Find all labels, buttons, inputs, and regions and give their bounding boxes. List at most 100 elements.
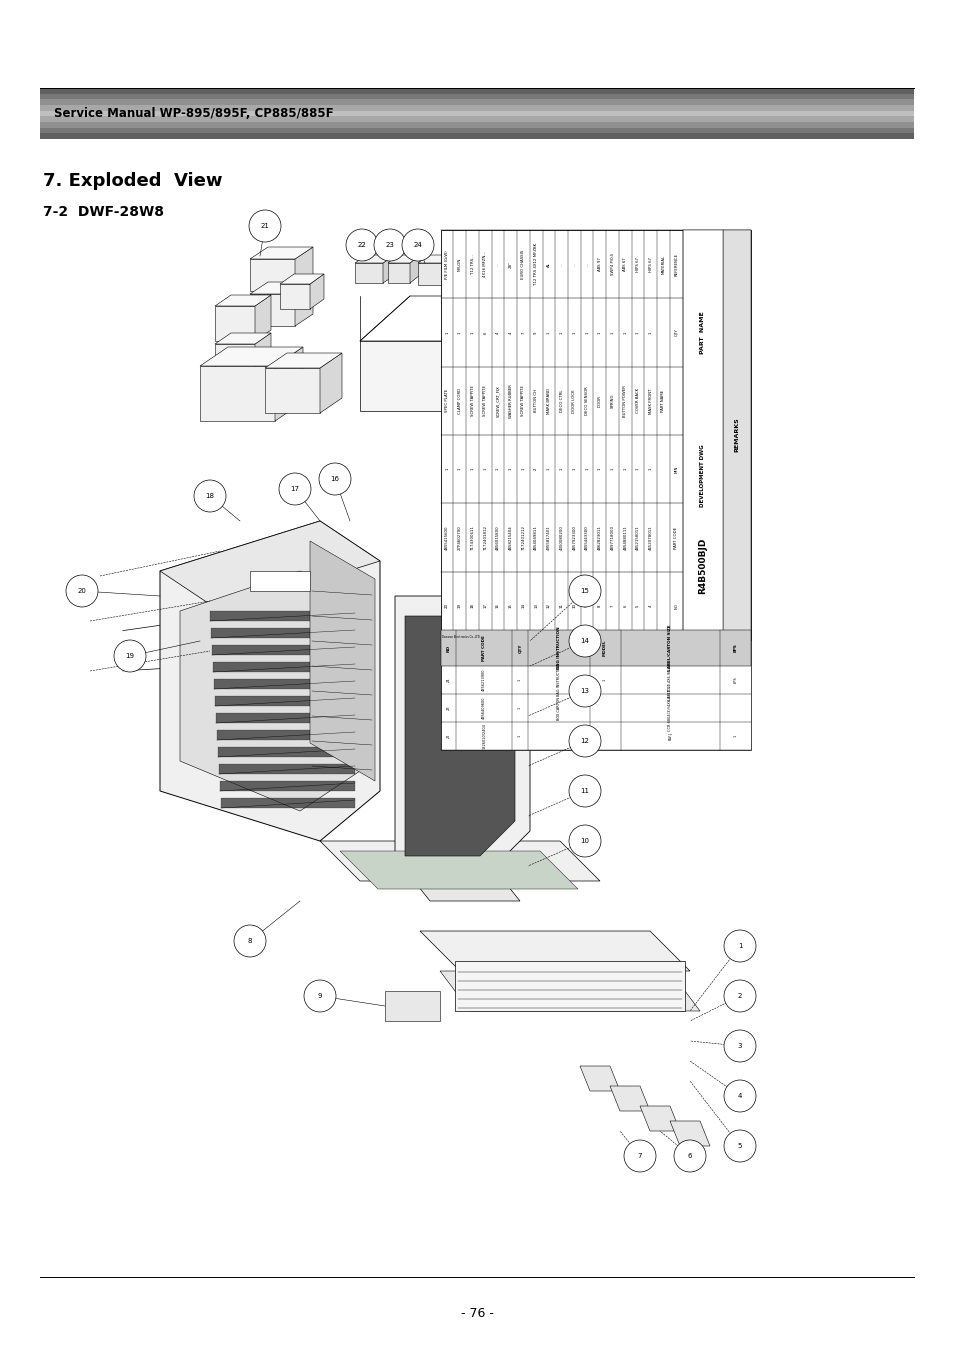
Text: 4855415600: 4855415600 <box>445 526 449 550</box>
Polygon shape <box>250 571 310 590</box>
Polygon shape <box>250 282 313 295</box>
Text: QTY: QTY <box>517 643 521 653</box>
Polygon shape <box>359 296 519 340</box>
Bar <box>440 630 750 666</box>
Text: 1: 1 <box>559 331 563 334</box>
Text: 7-2  DWF-28W8: 7-2 DWF-28W8 <box>43 205 164 219</box>
Text: P/E FILM (G/W): P/E FILM (G/W) <box>445 250 449 278</box>
Text: BAG INSTRUCTION: BAG INSTRUCTION <box>556 627 560 669</box>
Text: BOX CARTON: BOX CARTON <box>556 697 560 720</box>
Text: 7: 7 <box>638 1152 641 1159</box>
Text: PART CODE: PART CODE <box>674 527 678 549</box>
Polygon shape <box>470 296 519 411</box>
Polygon shape <box>250 259 294 290</box>
Circle shape <box>401 230 434 261</box>
Bar <box>40 122 913 128</box>
Text: 1: 1 <box>636 467 639 470</box>
Circle shape <box>568 825 600 857</box>
Polygon shape <box>395 596 530 875</box>
Text: HIPS 67: HIPS 67 <box>648 257 652 272</box>
Polygon shape <box>265 367 319 413</box>
Circle shape <box>568 775 600 807</box>
Circle shape <box>233 925 266 957</box>
Text: WASHER RUBBER: WASHER RUBBER <box>508 384 512 417</box>
Text: 1: 1 <box>584 331 589 334</box>
Text: CLAMP CORD: CLAMP CORD <box>457 388 461 413</box>
Text: 2: 2 <box>534 467 537 470</box>
Polygon shape <box>417 255 454 263</box>
Bar <box>215 713 355 723</box>
Bar <box>214 696 355 707</box>
Polygon shape <box>265 353 341 367</box>
Bar <box>213 662 355 671</box>
Text: 1: 1 <box>622 331 627 334</box>
Text: SCREW_CRT_FIX: SCREW_CRT_FIX <box>496 385 499 416</box>
Polygon shape <box>250 247 313 259</box>
Circle shape <box>249 209 281 242</box>
Text: 2: 2 <box>737 993 741 998</box>
Text: DEVELOPMENT DWG: DEVELOPMENT DWG <box>700 444 704 508</box>
Text: 4856213900: 4856213900 <box>481 669 486 692</box>
Text: 1: 1 <box>572 331 576 334</box>
Text: 10: 10 <box>579 838 589 844</box>
Bar <box>220 781 355 790</box>
Text: 1: 1 <box>598 467 601 470</box>
Text: NO: NO <box>446 644 450 651</box>
Text: 22: 22 <box>357 242 366 249</box>
Circle shape <box>113 640 146 671</box>
Text: 1: 1 <box>517 707 521 709</box>
Text: 1: 1 <box>737 943 741 948</box>
Bar <box>722 230 750 640</box>
Polygon shape <box>382 255 395 282</box>
Polygon shape <box>355 263 382 282</box>
Text: MODEL: MODEL <box>602 639 606 657</box>
Bar <box>212 644 355 655</box>
Polygon shape <box>388 263 410 282</box>
Circle shape <box>568 725 600 757</box>
Text: LABEL/CARTON SIZE: LABEL/CARTON SIZE <box>667 624 672 671</box>
Text: EPS: EPS <box>733 643 737 653</box>
Text: 7: 7 <box>521 331 525 334</box>
Text: BW-J: BW-J <box>667 732 672 740</box>
Text: 6: 6 <box>622 605 627 607</box>
Text: 1: 1 <box>457 467 461 470</box>
Polygon shape <box>609 1086 649 1111</box>
Text: ...: ... <box>584 262 589 266</box>
Circle shape <box>673 1140 705 1173</box>
Bar <box>40 128 913 134</box>
Bar <box>210 611 355 621</box>
Bar <box>216 730 355 740</box>
Circle shape <box>304 979 335 1012</box>
Text: SPEC PLATE: SPEC PLATE <box>445 389 449 412</box>
Text: 10: 10 <box>572 604 576 608</box>
Text: 7172401212: 7172401212 <box>521 526 525 550</box>
Bar <box>213 680 355 689</box>
Polygon shape <box>319 353 341 413</box>
Text: 24: 24 <box>446 678 450 682</box>
Bar <box>211 628 355 638</box>
Polygon shape <box>388 255 419 263</box>
Bar <box>218 747 355 757</box>
Text: 1: 1 <box>610 331 614 334</box>
Text: CCR 6804(3)/(4X6.9) (TD-): CCR 6804(3)/(4X6.9) (TD-) <box>667 685 672 731</box>
Text: 1: 1 <box>508 467 512 470</box>
Text: 7: 7 <box>610 605 614 607</box>
Circle shape <box>723 1129 755 1162</box>
Text: 4X16 MFZN...: 4X16 MFZN... <box>483 251 487 277</box>
Text: 7174300611: 7174300611 <box>470 526 474 550</box>
Text: 1: 1 <box>602 678 606 681</box>
Polygon shape <box>160 521 379 842</box>
Bar <box>40 99 913 105</box>
Text: - 76 -: - 76 - <box>460 1306 493 1320</box>
Text: MIN: MIN <box>674 466 678 473</box>
Text: 18: 18 <box>205 493 214 499</box>
Text: 1: 1 <box>517 735 521 738</box>
Text: NO: NO <box>674 603 678 609</box>
Text: ...: ... <box>572 262 576 266</box>
Text: COVER BACK: COVER BACK <box>636 388 639 413</box>
Text: Daewoo Electronics Co.,LTD.: Daewoo Electronics Co.,LTD. <box>441 635 480 639</box>
Bar <box>40 88 913 93</box>
Text: 15: 15 <box>580 588 589 594</box>
Text: 4: 4 <box>737 1093 741 1098</box>
Text: 6: 6 <box>687 1152 692 1159</box>
